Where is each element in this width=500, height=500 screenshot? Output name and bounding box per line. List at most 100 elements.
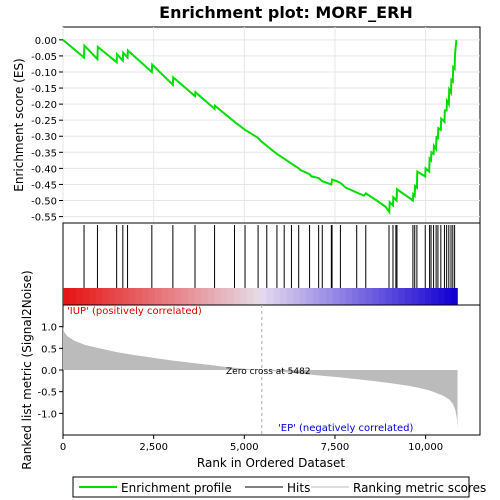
es-y-tick-label: -0.45 <box>31 180 57 191</box>
ranking-x-tick-label: 0 <box>60 442 66 453</box>
color-bar-segment <box>102 288 110 305</box>
color-bar-segment <box>424 288 432 305</box>
es-y-tick-label: -0.55 <box>31 213 57 224</box>
color-bar-segment <box>345 288 353 305</box>
es-y-ticks: 0.00 -0.05 -0.10 -0.15 -0.20 -0.25 -0.30 -0.35 -… <box>31 36 63 224</box>
color-bar-segment <box>253 288 261 305</box>
color-bar-segment <box>95 288 103 305</box>
color-bar-segment <box>187 288 195 305</box>
color-bar-segment <box>450 288 458 305</box>
color-bar-segment <box>365 288 373 305</box>
color-bar-segment <box>312 288 320 305</box>
color-bar-segment <box>181 288 189 305</box>
es-y-tick-label: -0.25 <box>31 116 57 127</box>
color-bar-segment <box>122 288 130 305</box>
color-bar-segment <box>161 288 169 305</box>
color-bar-segment <box>319 288 327 305</box>
legend-hits-label: Hits <box>287 481 310 495</box>
color-bar-segment <box>240 288 248 305</box>
color-bar-segment <box>247 288 254 305</box>
color-bar-segment <box>398 288 406 305</box>
color-bar-segment <box>339 288 347 305</box>
negative-label: 'EP' (negatively correlated) <box>278 423 413 434</box>
color-bar-segment <box>69 288 77 305</box>
color-bar-segment <box>109 288 116 305</box>
color-bar-segment <box>286 288 294 305</box>
color-bar-segment <box>437 288 445 305</box>
color-bar-segment <box>372 288 379 305</box>
color-bar-segment <box>332 288 340 305</box>
color-bar-segment <box>76 288 84 305</box>
es-y-tick-label: -0.20 <box>31 100 57 111</box>
es-y-tick-label: -0.35 <box>31 148 57 159</box>
es-panel-frame <box>62 26 481 224</box>
ranking-y-tick-label: 0.0 <box>41 366 57 377</box>
zero-cross-label: Zero cross at 5482 <box>226 367 311 377</box>
rank-color-bar <box>63 288 458 305</box>
color-bar-segment <box>418 288 425 305</box>
es-y-tick-label: -0.50 <box>31 197 57 208</box>
color-bar-segment <box>155 288 162 305</box>
color-bar-segment <box>411 288 419 305</box>
color-bar-segment <box>201 288 208 305</box>
ranking-metric-area <box>63 326 458 429</box>
color-bar-segment <box>135 288 143 305</box>
ranking-y-tick-label: -0.5 <box>37 388 57 399</box>
color-bar-segment <box>168 288 176 305</box>
color-bar-segment <box>431 288 439 305</box>
es-y-axis-label: Enrichment score (ES) <box>12 58 26 191</box>
ranking-x-tick-label: 7,500 <box>321 442 350 453</box>
ranking-x-tick-label: 10,000 <box>408 442 443 453</box>
es-y-tick-label: -0.10 <box>31 68 57 79</box>
color-bar-segment <box>141 288 149 305</box>
ranking-y-ticks: 1.0 0.5 0.0 -0.5 -1.0 <box>37 323 63 420</box>
color-bar-segment <box>115 288 123 305</box>
color-bar-segment <box>174 288 182 305</box>
color-bar-segment <box>220 288 228 305</box>
color-bar-segment <box>148 288 156 305</box>
color-bar-segment <box>306 288 314 305</box>
color-bar-segment <box>293 288 301 305</box>
es-y-tick-label: -0.30 <box>31 132 57 143</box>
ranking-y-axis-label: Ranked list metric (Signal2Noise) <box>20 270 34 469</box>
color-bar-segment <box>266 288 274 305</box>
ranking-x-tick-label: 2,500 <box>139 442 168 453</box>
color-bar-segment <box>63 288 70 305</box>
color-bar-segment <box>82 288 90 305</box>
color-bar-segment <box>326 288 333 305</box>
ranking-x-ticks: 0 2,500 5,000 7,500 10,000 <box>60 435 443 453</box>
color-bar-segment <box>227 288 235 305</box>
color-bar-segment <box>404 288 412 305</box>
color-bar-segment <box>214 288 222 305</box>
ranking-x-axis-label: Rank in Ordered Dataset <box>197 456 345 470</box>
color-bar-segment <box>378 288 386 305</box>
ranking-y-tick-label: -1.0 <box>37 409 57 420</box>
es-y-tick-label: -0.05 <box>31 52 57 63</box>
color-bar-segment <box>273 288 281 305</box>
legend-ranking-label: Ranking metric scores <box>353 481 486 495</box>
color-bar-segment <box>391 288 399 305</box>
color-bar-segment <box>299 288 307 305</box>
ranking-y-tick-label: 0.5 <box>41 344 57 355</box>
hit-marks <box>83 225 456 288</box>
legend-enrichment-label: Enrichment profile <box>121 481 232 495</box>
color-bar-segment <box>128 288 136 305</box>
es-y-tick-label: -0.15 <box>31 84 57 95</box>
color-bar-segment <box>233 288 241 305</box>
color-bar-segment <box>207 288 215 305</box>
es-y-tick-label: -0.40 <box>31 164 57 175</box>
positive-label: 'IUP' (positively correlated) <box>67 306 202 317</box>
color-bar-segment <box>279 288 287 305</box>
color-bar-segment <box>194 288 202 305</box>
color-bar-segment <box>385 288 393 305</box>
enrichment-profile-line <box>62 39 458 215</box>
ranking-y-tick-label: 1.0 <box>41 323 57 334</box>
es-y-tick-label: 0.00 <box>35 36 57 47</box>
color-bar-segment <box>444 288 452 305</box>
color-bar-segment <box>89 288 97 305</box>
color-bar-segment <box>260 288 268 305</box>
chart-title: Enrichment plot: MORF_ERH <box>159 3 413 22</box>
ranking-x-tick-label: 5,000 <box>230 442 259 453</box>
color-bar-segment <box>352 288 360 305</box>
color-bar-segment <box>358 288 366 305</box>
